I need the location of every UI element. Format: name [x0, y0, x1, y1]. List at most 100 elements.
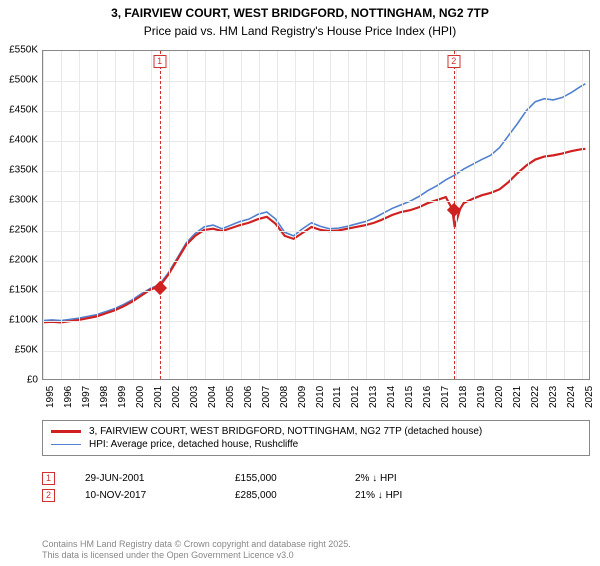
- legend-label: HPI: Average price, detached house, Rush…: [89, 439, 298, 450]
- event-number-box: 1: [153, 55, 166, 68]
- event-table: 1 29-JUN-2001 £155,000 2% ↓ HPI 2 10-NOV-2017…: [42, 470, 590, 504]
- grid-line-v: [79, 51, 80, 379]
- x-tick-label: 1999: [117, 386, 128, 408]
- y-tick-label: £250K: [9, 225, 38, 236]
- grid-line-v: [313, 51, 314, 379]
- grid-line-h: [43, 351, 589, 352]
- page-subtitle: Price paid vs. HM Land Registry's House …: [0, 24, 600, 38]
- x-tick-label: 2003: [189, 386, 200, 408]
- x-tick-label: 1996: [63, 386, 74, 408]
- x-tick-label: 2001: [153, 386, 164, 408]
- grid-line-h: [43, 81, 589, 82]
- grid-line-v: [420, 51, 421, 379]
- grid-line-v: [384, 51, 385, 379]
- grid-line-v: [169, 51, 170, 379]
- grid-line-v: [330, 51, 331, 379]
- grid-line-v: [259, 51, 260, 379]
- y-tick-label: £550K: [9, 45, 38, 56]
- footer-line2: This data is licensed under the Open Gov…: [42, 550, 351, 562]
- legend: 3, FAIRVIEW COURT, WEST BRIDGFORD, NOTTI…: [42, 420, 590, 456]
- grid-line-h: [43, 231, 589, 232]
- x-tick-label: 2005: [225, 386, 236, 408]
- grid-line-v: [456, 51, 457, 379]
- grid-line-v: [43, 51, 44, 379]
- grid-line-v: [528, 51, 529, 379]
- legend-swatch: [51, 444, 81, 446]
- x-tick-label: 2017: [440, 386, 451, 408]
- y-tick-label: £0: [27, 375, 38, 386]
- y-axis: £0£50K£100K£150K£200K£250K£300K£350K£400…: [0, 50, 42, 380]
- grid-line-v: [402, 51, 403, 379]
- y-tick-label: £400K: [9, 135, 38, 146]
- grid-line-v: [187, 51, 188, 379]
- grid-line-v: [223, 51, 224, 379]
- page-title: 3, FAIRVIEW COURT, WEST BRIDGFORD, NOTTI…: [0, 6, 600, 22]
- grid-line-v: [474, 51, 475, 379]
- y-tick-label: £50K: [15, 345, 38, 356]
- event-row: 210-NOV-2017£285,00021% ↓ HPI: [42, 487, 590, 504]
- x-tick-label: 2019: [476, 386, 487, 408]
- legend-row: HPI: Average price, detached house, Rush…: [51, 438, 581, 451]
- grid-line-v: [366, 51, 367, 379]
- x-tick-label: 2025: [584, 386, 595, 408]
- x-tick-label: 2004: [207, 386, 218, 408]
- grid-line-v: [492, 51, 493, 379]
- chart-container: £0£50K£100K£150K£200K£250K£300K£350K£400…: [0, 50, 600, 410]
- x-tick-label: 2002: [171, 386, 182, 408]
- grid-line-v: [438, 51, 439, 379]
- grid-line-v: [348, 51, 349, 379]
- plot-area: 12: [42, 50, 590, 380]
- event-date: 29-JUN-2001: [85, 473, 205, 484]
- line-layer: [43, 51, 589, 379]
- grid-line-v: [241, 51, 242, 379]
- x-tick-label: 2014: [386, 386, 397, 408]
- event-vline: [160, 51, 161, 379]
- legend-box: 3, FAIRVIEW COURT, WEST BRIDGFORD, NOTTI…: [42, 420, 590, 456]
- event-delta: 21% ↓ HPI: [355, 490, 445, 501]
- x-tick-label: 2009: [297, 386, 308, 408]
- event-number: 1: [42, 472, 55, 485]
- grid-line-h: [43, 141, 589, 142]
- event-price: £155,000: [235, 473, 325, 484]
- x-tick-label: 2000: [135, 386, 146, 408]
- x-tick-label: 2011: [332, 386, 343, 408]
- event-date: 10-NOV-2017: [85, 490, 205, 501]
- grid-line-v: [564, 51, 565, 379]
- y-tick-label: £300K: [9, 195, 38, 206]
- footer: Contains HM Land Registry data © Crown c…: [42, 539, 351, 562]
- x-tick-label: 2007: [261, 386, 272, 408]
- grid-line-h: [43, 321, 589, 322]
- x-tick-label: 2008: [279, 386, 290, 408]
- grid-line-v: [582, 51, 583, 379]
- x-tick-label: 1997: [81, 386, 92, 408]
- legend-swatch: [51, 430, 81, 432]
- y-tick-label: £500K: [9, 75, 38, 86]
- y-tick-label: £200K: [9, 255, 38, 266]
- x-tick-label: 2021: [512, 386, 523, 408]
- x-axis: 1995199619971998199920002001200220032004…: [42, 382, 590, 410]
- grid-line-h: [43, 111, 589, 112]
- grid-line-v: [277, 51, 278, 379]
- x-tick-label: 2018: [458, 386, 469, 408]
- grid-line-v: [295, 51, 296, 379]
- event-number: 2: [42, 489, 55, 502]
- grid-line-v: [61, 51, 62, 379]
- x-tick-label: 1995: [45, 386, 56, 408]
- y-tick-label: £450K: [9, 105, 38, 116]
- x-tick-label: 2013: [368, 386, 379, 408]
- grid-line-v: [151, 51, 152, 379]
- legend-label: 3, FAIRVIEW COURT, WEST BRIDGFORD, NOTTI…: [89, 426, 482, 437]
- grid-line-v: [546, 51, 547, 379]
- y-tick-label: £150K: [9, 285, 38, 296]
- x-tick-label: 2020: [494, 386, 505, 408]
- footer-line1: Contains HM Land Registry data © Crown c…: [42, 539, 351, 551]
- x-tick-label: 2015: [404, 386, 415, 408]
- grid-line-v: [97, 51, 98, 379]
- grid-line-h: [43, 171, 589, 172]
- event-delta: 2% ↓ HPI: [355, 473, 445, 484]
- x-tick-label: 2006: [243, 386, 254, 408]
- x-tick-label: 2024: [566, 386, 577, 408]
- legend-row: 3, FAIRVIEW COURT, WEST BRIDGFORD, NOTTI…: [51, 425, 581, 438]
- grid-line-h: [43, 291, 589, 292]
- x-tick-label: 2012: [350, 386, 361, 408]
